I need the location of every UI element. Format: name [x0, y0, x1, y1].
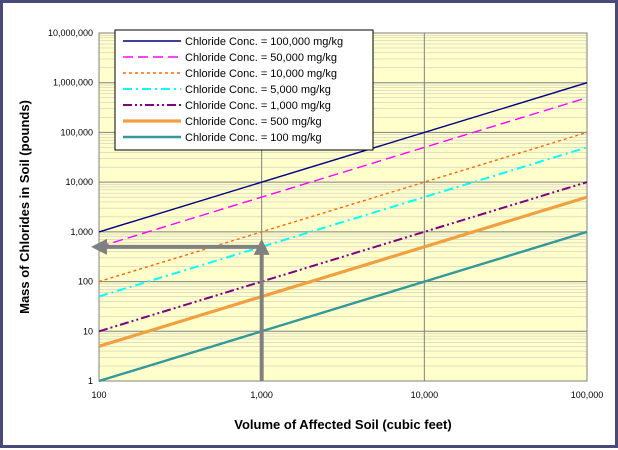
legend-entry-1: Chloride Conc. = 50,000 mg/kg: [185, 52, 337, 64]
y-tick-label: 10,000: [65, 177, 93, 187]
annotation-arrows: [91, 238, 270, 381]
legend-entry-5: Chloride Conc. = 500 mg/kg: [185, 116, 322, 128]
x-tick-label: 1,000: [250, 390, 273, 400]
legend-entry-4: Chloride Conc. = 1,000 mg/kg: [185, 100, 331, 112]
series-group: [98, 82, 588, 383]
x-tick-labels: 100 1,000 10,000 100,000: [91, 390, 603, 400]
chloride-mass-chart: 100 1,000 10,000 100,000 1101001,00010,0001…: [17, 28, 603, 432]
legend-items: Chloride Conc. = 100,000 mg/kg Chloride C…: [123, 36, 343, 144]
series-line-1: [98, 97, 588, 248]
legend-entry-3: Chloride Conc. = 5,000 mg/kg: [185, 84, 331, 96]
series-line-0: [98, 82, 588, 233]
x-tick-label: 100,000: [571, 390, 604, 400]
y-tick-label: 10: [83, 326, 93, 336]
legend-entry-6: Chloride Conc. = 100 mg/kg: [185, 132, 322, 144]
y-tick-label: 100,000: [60, 127, 93, 137]
series-line-6: [98, 230, 588, 383]
y-tick-label: 1,000,000: [53, 78, 93, 88]
x-axis-title: Volume of Affected Soil (cubic feet): [234, 417, 451, 432]
legend: Chloride Conc. = 100,000 mg/kg Chloride C…: [114, 29, 374, 151]
series-line-5: [98, 195, 588, 348]
series-line-4: [98, 181, 588, 333]
legend-entry-2: Chloride Conc. = 10,000 mg/kg: [185, 68, 337, 80]
y-tick-labels: 1 10 100 1,000 10,000 100,000 1,000,000 10,000,…: [48, 28, 93, 386]
x-tick-label: 10,000: [411, 390, 439, 400]
series-line-3: [98, 146, 588, 298]
y-tick-label: 100: [78, 277, 93, 287]
series-line-2: [98, 131, 588, 283]
legend-box: [114, 29, 374, 151]
y-tick-label: 1,000: [70, 227, 93, 237]
y-tick-label: 1: [88, 376, 93, 386]
y-tick-label: 10,000,000: [48, 28, 93, 38]
x-tick-label: 100: [91, 390, 106, 400]
y-axis-title: Mass of Chlorides in Soil (pounds): [17, 100, 32, 314]
legend-entry-0: Chloride Conc. = 100,000 mg/kg: [185, 36, 343, 48]
